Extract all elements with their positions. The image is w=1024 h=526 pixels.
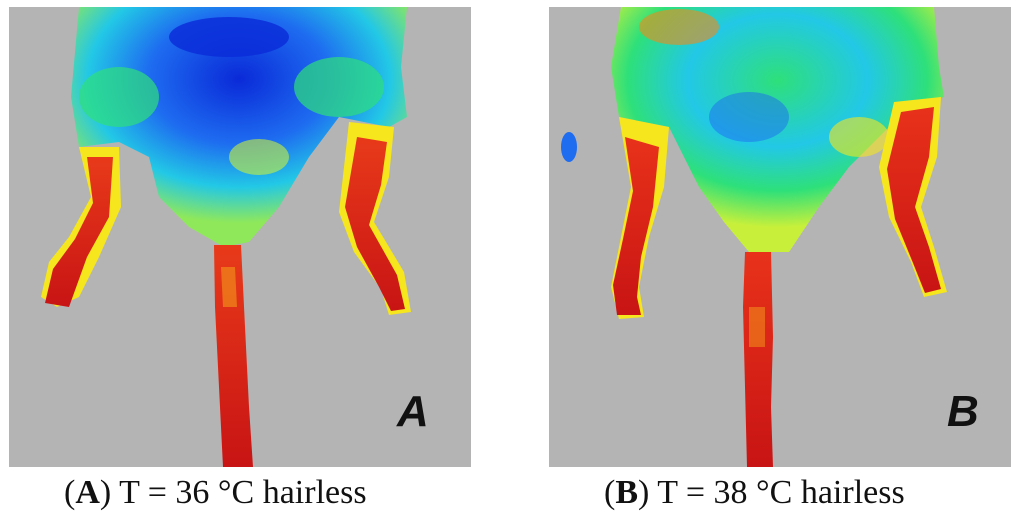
left-leg-hot [613,137,659,315]
caption-letter-b: B [615,474,639,511]
thermal-blob [561,132,577,162]
tail [743,252,773,467]
thermal-blob [229,139,289,175]
thermal-image-panel-b: B [549,7,1011,467]
caption-text-a: T = 36 °C hairless [111,474,367,511]
panel-letter-a: A [397,387,429,436]
caption-a: (A) T = 36 °C hairless [64,474,367,511]
thermal-blob [709,92,789,142]
caption-b: (B) T = 38 °C hairless [604,474,905,511]
thermal-blob [169,17,289,57]
caption-letter-a: A [75,474,100,511]
panel-letter-b: B [947,387,979,436]
thermal-blob [829,117,889,157]
tail-spot [221,267,237,307]
right-leg-hot [887,107,941,293]
thermal-blob [294,57,384,117]
left-leg-hot [45,157,113,307]
right-leg-hot [345,137,405,311]
thermal-image-b [561,7,947,467]
thermal-image-panel-a: A [9,7,471,467]
tail-spot [749,307,765,347]
thermal-blob [639,9,719,45]
thermal-blob [79,67,159,127]
thermal-image-a [41,7,411,467]
caption-text-b: T = 38 °C hairless [649,474,905,511]
